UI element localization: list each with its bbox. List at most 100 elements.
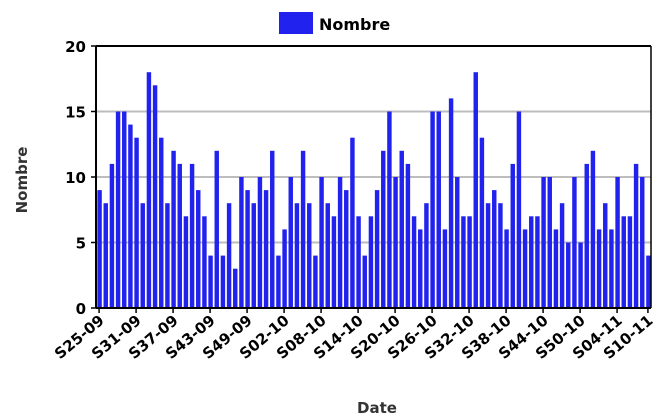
bars xyxy=(97,72,651,309)
bar xyxy=(627,216,633,308)
bar xyxy=(208,255,213,308)
bar xyxy=(325,203,330,308)
bar xyxy=(337,177,343,308)
legend: Nombre xyxy=(279,12,390,34)
bar xyxy=(485,203,491,308)
bar xyxy=(134,137,139,308)
bar xyxy=(159,137,164,308)
bar xyxy=(356,216,361,308)
bar xyxy=(282,229,287,308)
bar xyxy=(430,111,435,308)
y-tick-label: 15 xyxy=(65,104,86,122)
bar xyxy=(448,98,454,309)
bar xyxy=(344,190,349,308)
bar xyxy=(399,150,404,308)
bar xyxy=(183,216,189,308)
legend-label: Nombre xyxy=(319,15,390,34)
bar xyxy=(177,163,182,308)
bar xyxy=(633,163,639,308)
bar xyxy=(393,177,398,308)
bar xyxy=(103,203,108,308)
bar xyxy=(368,216,374,308)
bar xyxy=(263,190,269,308)
bar xyxy=(239,177,244,308)
bar xyxy=(233,268,238,308)
bar xyxy=(257,177,263,308)
bar xyxy=(350,137,355,308)
bar xyxy=(436,111,441,308)
y-tick-label: 0 xyxy=(76,300,86,318)
bar xyxy=(97,190,102,308)
bar xyxy=(498,203,503,308)
bar xyxy=(615,177,620,308)
bar xyxy=(547,177,552,308)
bar xyxy=(492,190,497,308)
bar xyxy=(362,255,367,308)
bar xyxy=(418,229,423,308)
y-tick-label: 20 xyxy=(65,38,86,56)
bar xyxy=(381,150,386,308)
bar xyxy=(411,216,417,308)
bar xyxy=(220,255,226,308)
y-tick-label: 10 xyxy=(65,169,86,187)
bar xyxy=(140,203,145,308)
bar xyxy=(251,203,256,308)
bar xyxy=(590,150,596,308)
bar xyxy=(115,111,121,308)
bar xyxy=(424,203,429,308)
bar xyxy=(189,163,195,308)
bar xyxy=(640,177,645,308)
bar xyxy=(479,137,485,308)
bar xyxy=(294,203,300,308)
axes xyxy=(91,45,652,313)
bar xyxy=(442,229,448,308)
bar xyxy=(313,255,318,308)
bar xyxy=(202,216,207,308)
y-axis-title: Nombre xyxy=(13,147,31,214)
bar xyxy=(584,163,589,308)
bar xyxy=(461,216,466,308)
bar xyxy=(331,216,337,308)
bar xyxy=(516,111,522,308)
bar xyxy=(467,216,472,308)
bar xyxy=(128,124,133,308)
bar xyxy=(578,242,583,308)
legend-swatch xyxy=(279,12,313,34)
grid-lines xyxy=(96,45,651,244)
bar xyxy=(553,229,559,308)
bar xyxy=(374,190,380,308)
bar xyxy=(165,203,170,308)
bar xyxy=(387,111,392,308)
bar xyxy=(152,85,158,308)
bar xyxy=(566,242,571,308)
bar xyxy=(559,203,565,308)
bar xyxy=(541,177,546,308)
bar xyxy=(510,163,515,308)
bar xyxy=(319,177,324,308)
bar xyxy=(307,203,312,308)
bar xyxy=(171,150,176,308)
bar xyxy=(522,229,528,308)
x-axis-title: Date xyxy=(357,399,397,417)
y-tick-labels: 0 5 10 15 20 xyxy=(65,38,86,318)
bar xyxy=(146,72,152,308)
y-tick-label: 5 xyxy=(76,235,86,253)
bar xyxy=(603,203,608,308)
bar xyxy=(535,216,540,308)
bar xyxy=(288,177,293,308)
x-tick-labels: S25-09S31-09S37-09S43-09S49-09S02-10S08-… xyxy=(51,311,653,363)
bar xyxy=(300,150,306,308)
bar xyxy=(196,190,201,308)
bar xyxy=(226,203,232,308)
bar xyxy=(609,229,614,308)
bar xyxy=(109,163,115,308)
bar xyxy=(529,216,534,308)
bar xyxy=(214,150,219,308)
bar xyxy=(621,216,626,308)
bar xyxy=(405,163,411,308)
bar xyxy=(646,255,651,308)
bar xyxy=(245,190,250,308)
bar xyxy=(270,150,275,308)
bar xyxy=(473,72,478,308)
